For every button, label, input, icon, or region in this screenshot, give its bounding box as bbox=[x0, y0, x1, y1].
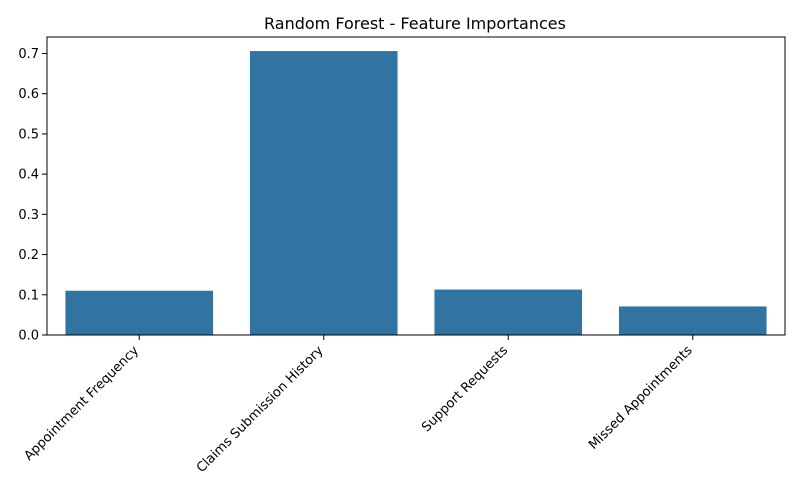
x-tick-label: Appointment Frequency bbox=[21, 343, 142, 464]
bar-3 bbox=[618, 306, 767, 335]
y-tick-label: 0.6 bbox=[18, 87, 39, 102]
x-tick-label: Claims Submission History bbox=[194, 343, 327, 476]
plot-frame bbox=[46, 36, 786, 336]
y-tick-label: 0.1 bbox=[18, 288, 39, 303]
bar-0 bbox=[65, 290, 214, 335]
y-tick-label: 0.2 bbox=[18, 248, 39, 263]
y-tick-label: 0.0 bbox=[18, 329, 39, 344]
bar-1 bbox=[249, 51, 398, 336]
chart-title: Random Forest - Feature Importances bbox=[264, 14, 566, 33]
y-tick-label: 0.4 bbox=[18, 168, 39, 183]
bars-layer bbox=[65, 51, 767, 336]
bar-2 bbox=[434, 289, 583, 335]
y-tick-label: 0.3 bbox=[18, 208, 39, 223]
x-tick-label: Support Requests bbox=[419, 343, 511, 435]
x-tick-label: Missed Appointments bbox=[586, 343, 696, 453]
x-axis: Appointment Frequency Claims Submission H… bbox=[21, 335, 696, 476]
y-axis: 0.0 0.1 0.2 0.3 0.4 0.5 0.6 0.7 bbox=[18, 47, 47, 344]
y-tick-label: 0.7 bbox=[18, 47, 39, 62]
y-tick-label: 0.5 bbox=[18, 127, 39, 142]
